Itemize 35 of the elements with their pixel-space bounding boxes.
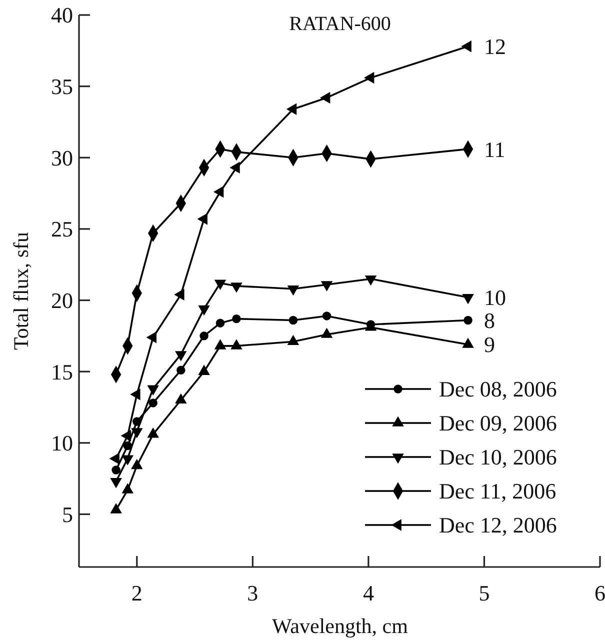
legend-label: Dec 08, 2006: [439, 376, 557, 402]
y-tick-label: 20: [51, 288, 73, 313]
y-tick-label: 35: [51, 74, 73, 100]
annotation: 10: [484, 285, 506, 310]
annotation: 11: [484, 136, 506, 162]
y-tick-label: 25: [51, 216, 73, 242]
annotation: 12: [484, 34, 506, 60]
legend-label: Dec 11, 2006: [439, 478, 556, 504]
y-axis-title: Total flux, sfu: [9, 231, 33, 350]
legend-label: Dec 09, 2006: [439, 410, 557, 436]
point: [176, 366, 186, 375]
x-tick-label: 5: [478, 580, 490, 606]
y-tick-label: 40: [51, 2, 73, 28]
legend-label: Dec 12, 2006: [439, 512, 557, 538]
point: [322, 312, 332, 320]
x-tick-label: 3: [247, 580, 258, 606]
annotation: 8: [484, 308, 496, 333]
point: [200, 332, 208, 340]
point: [464, 316, 472, 325]
point: [112, 466, 120, 474]
x-tick-label: 6: [594, 580, 605, 606]
point: [288, 316, 298, 325]
legend-label: Dec 10, 2006: [439, 444, 557, 470]
y-tick-label: 5: [62, 502, 73, 527]
point: [216, 318, 225, 328]
chart-title: RATAN-600: [289, 13, 391, 35]
annotation: 9: [484, 332, 496, 358]
x-tick-label: 4: [362, 580, 374, 606]
y-tick-label: 15: [51, 359, 73, 384]
y-tick-label: 10: [51, 430, 73, 456]
point: [232, 314, 241, 324]
x-axis-title: Wavelength, cm: [272, 614, 408, 638]
y-tick-label: 30: [51, 145, 73, 170]
point: [148, 398, 158, 408]
x-tick-label: 2: [131, 580, 142, 606]
